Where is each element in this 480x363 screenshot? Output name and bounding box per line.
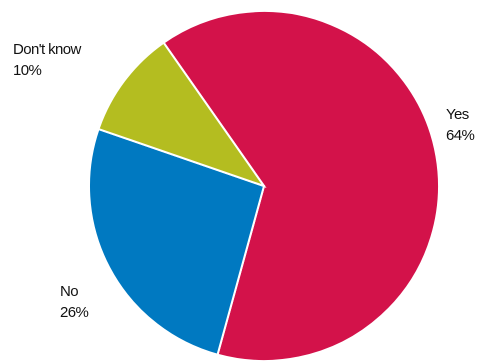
slice-label-yes: Yes 64% (446, 106, 475, 144)
slice-name-yes: Yes (446, 106, 469, 123)
slice-label-no: No 26% (60, 283, 89, 321)
pie-slices (88, 10, 440, 362)
slice-value-no: 26% (60, 304, 88, 321)
slice-label-dont-know: Don't know 10% (13, 41, 82, 79)
slice-value-dont-know: 10% (13, 62, 41, 79)
pie-slice-don-t-know (97, 41, 267, 188)
pie-slice-yes (162, 10, 440, 362)
slice-value-yes: 64% (446, 127, 474, 144)
slice-name-dont-know: Don't know (13, 41, 82, 58)
slice-name-no: No (60, 283, 78, 300)
pie-slice-no (88, 127, 266, 356)
